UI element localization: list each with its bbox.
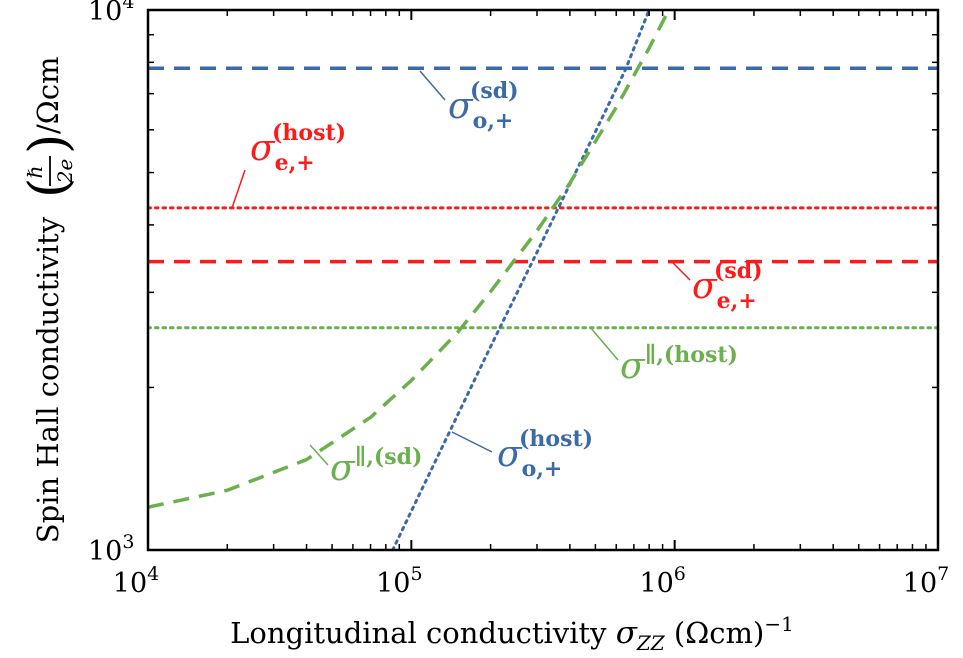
- x-tick-label: 105: [376, 563, 422, 599]
- y-tick-label: 104: [88, 0, 134, 27]
- annotation-leader: [231, 169, 246, 209]
- annotation-e-sd: σe,+(sd): [671, 258, 763, 314]
- annotation-sd: σ∥,(sd): [309, 444, 422, 489]
- annotation-superscript: (host): [519, 426, 593, 452]
- label-layer: Longitudinal conductivity σZZ (Ωcm)−1 Spi…: [19, 56, 794, 655]
- annotation-e-host: σe,+(host): [231, 120, 346, 209]
- annotation-superscript: (sd): [470, 78, 519, 104]
- series-o-host: [391, 10, 651, 550]
- x-tick-label: 106: [639, 563, 685, 599]
- y-label-frac-num: ℏ: [23, 166, 47, 179]
- x-tick-label: 107: [903, 563, 949, 599]
- annotation-leader: [451, 431, 493, 453]
- series-layer: [148, 10, 938, 550]
- y-axis-label-text: Spin Hall conductivity: [31, 216, 65, 543]
- x-tick-label: 104: [113, 563, 159, 599]
- annotation-leader: [671, 261, 691, 281]
- annotation-leader: [419, 70, 446, 101]
- annotation-label: σ∥,(sd): [330, 444, 422, 489]
- y-label-paren-left: (: [19, 178, 79, 198]
- series-sd: [148, 10, 671, 509]
- y-axis-label: Spin Hall conductivity (ℏ 2e) /Ωcm: [19, 56, 79, 543]
- annotation-host: σ∥,(host): [589, 326, 738, 387]
- annotation-label: σo,+: [448, 86, 513, 134]
- annotation-superscript: (host): [272, 120, 346, 146]
- x-axis-label: Longitudinal conductivity σZZ (Ωcm)−1: [230, 612, 794, 655]
- annotation-o-host: σo,+(host): [451, 426, 593, 482]
- annotation-label: σo,+: [497, 434, 562, 482]
- annotation-label: σ∥,(host): [620, 342, 738, 387]
- annotation-label: σe,+: [692, 266, 757, 314]
- annotation-leader: [589, 326, 619, 361]
- y-label-paren-right: ): [19, 134, 79, 154]
- y-axis-label-unit: /Ωcm: [31, 56, 65, 134]
- annotation-label: σe,+: [250, 128, 315, 176]
- plot-frame: [146, 8, 940, 552]
- annotation-leader: [309, 444, 329, 466]
- y-tick-label: 103: [88, 531, 134, 567]
- y-label-frac-den: 2e: [53, 159, 77, 185]
- annotation-superscript: (sd): [714, 258, 763, 284]
- annotation-layer: σo,+(sd)σe,+(host)σe,+(sd)σ∥,(host)σo,+(…: [231, 70, 763, 489]
- annotation-o-sd: σo,+(sd): [419, 70, 519, 134]
